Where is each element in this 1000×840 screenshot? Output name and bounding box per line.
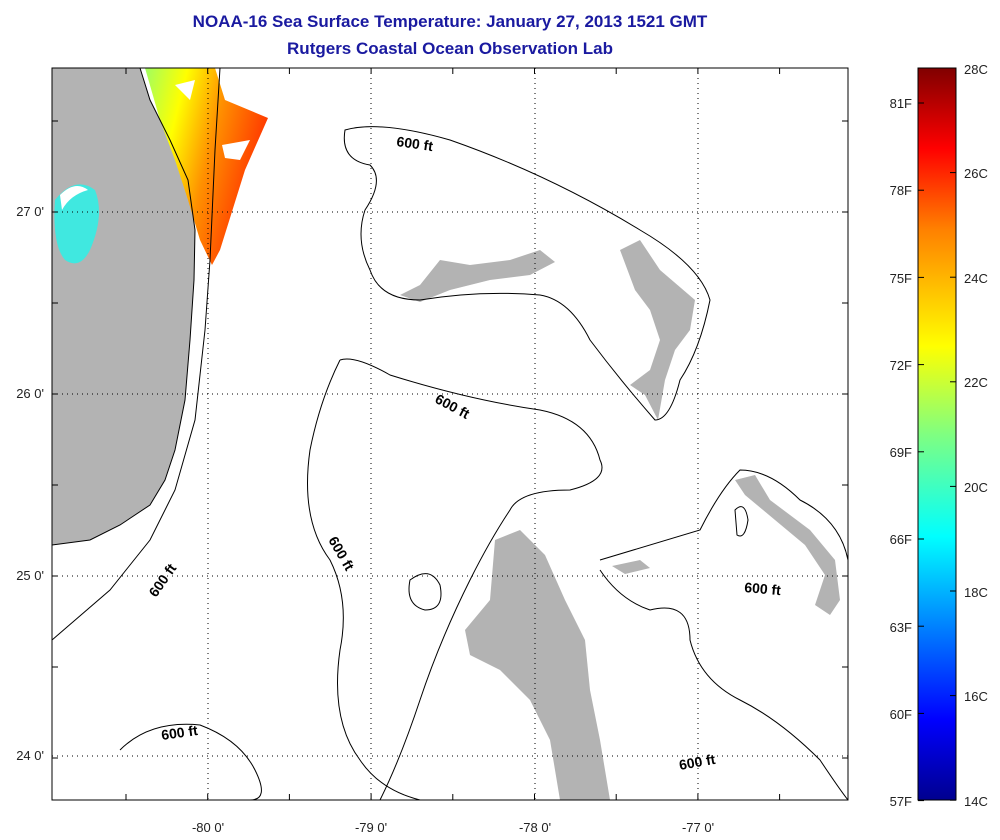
fahrenheit-label: 63F <box>890 620 912 635</box>
abaco <box>620 240 695 420</box>
celsius-label: 24C <box>964 271 988 286</box>
celsius-label: 26C <box>964 166 988 181</box>
map-title: NOAA-16 Sea Surface Temperature: January… <box>192 12 708 31</box>
colorbar-celsius-labels: 28C 26C 24C 22C 20C 18C 16C 14C <box>964 62 988 809</box>
grand-bahama <box>400 250 555 302</box>
y-axis-labels: 27 0' 26 0' 25 0' 24 0' <box>16 204 44 763</box>
x-axis-labels: -80 0' -79 0' -78 0' -77 0' <box>192 820 714 835</box>
celsius-label: 28C <box>964 62 988 77</box>
fahrenheit-label: 69F <box>890 445 912 460</box>
celsius-label: 18C <box>964 585 988 600</box>
celsius-label: 22C <box>964 375 988 390</box>
fahrenheit-label: 66F <box>890 532 912 547</box>
fahrenheit-label: 60F <box>890 707 912 722</box>
y-tick-label: 25 0' <box>16 568 44 583</box>
celsius-label: 20C <box>964 480 988 495</box>
y-tick-label: 27 0' <box>16 204 44 219</box>
sst-swath <box>145 68 268 265</box>
x-tick-label: -80 0' <box>192 820 224 835</box>
eleuthera <box>735 475 840 615</box>
y-tick-label: 26 0' <box>16 386 44 401</box>
fahrenheit-label: 81F <box>890 96 912 111</box>
x-tick-label: -78 0' <box>519 820 551 835</box>
x-tick-label: -77 0' <box>682 820 714 835</box>
celsius-label: 16C <box>964 689 988 704</box>
fahrenheit-label: 75F <box>890 271 912 286</box>
fahrenheit-label: 57F <box>890 794 912 809</box>
grid-lines <box>52 68 848 800</box>
colorbar-fahrenheit-labels: 81F 78F 75F 72F 69F 66F 63F 60F 57F <box>890 96 912 809</box>
colorbar <box>917 67 957 801</box>
map-subtitle: Rutgers Coastal Ocean Observation Lab <box>287 39 613 58</box>
minor-ticks <box>52 68 848 800</box>
contour-label: 600 ft <box>678 751 717 773</box>
y-tick-label: 24 0' <box>16 748 44 763</box>
fahrenheit-label: 72F <box>890 358 912 373</box>
x-tick-label: -79 0' <box>355 820 387 835</box>
fahrenheit-label: 78F <box>890 183 912 198</box>
contour-label: 600 ft <box>744 579 782 598</box>
andros <box>465 530 610 800</box>
colorbar-ticks <box>918 67 956 802</box>
contour-label: 600 ft <box>396 133 435 154</box>
contour-label: 600 ft <box>160 722 199 743</box>
celsius-label: 14C <box>964 794 988 809</box>
